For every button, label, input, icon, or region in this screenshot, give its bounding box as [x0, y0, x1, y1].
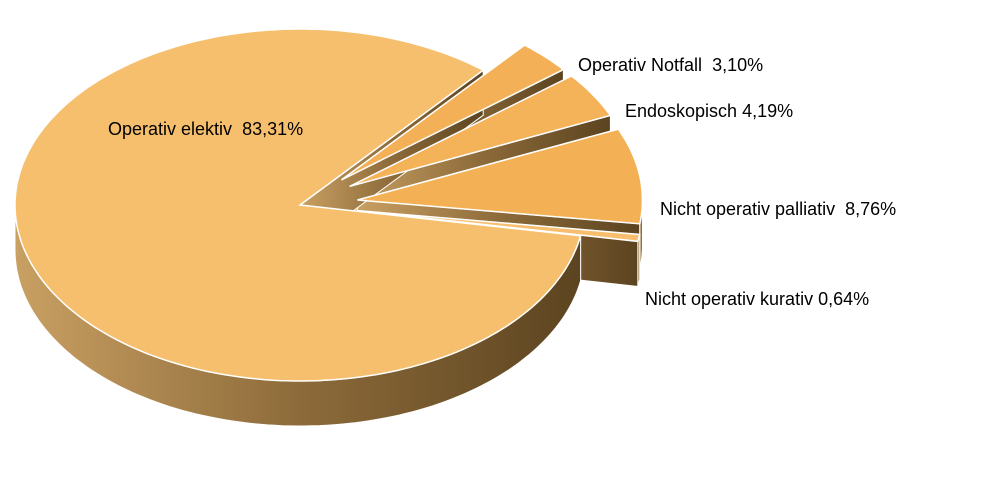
- slice-label: Operativ Notfall 3,10%: [578, 55, 763, 75]
- slice-value: 0,64%: [818, 289, 869, 309]
- slice-name: Operativ Notfall: [578, 55, 702, 75]
- slice-label: Endoskopisch 4,19%: [625, 101, 793, 121]
- pie-slice: [14, 28, 582, 382]
- slice-label: Nicht operativ kurativ 0,64%: [645, 289, 869, 309]
- slice-value: 3,10%: [712, 55, 763, 75]
- slice-value: 83,31%: [242, 119, 303, 139]
- pie-slice: [357, 128, 644, 225]
- slice-label: Nicht operativ palliativ 8,76%: [660, 199, 896, 219]
- labels: Operativ Notfall 3,10% Endoskopisch 4,19% Ni…: [108, 55, 896, 309]
- slice-side: [637, 234, 641, 287]
- slice-value: 4,19%: [742, 101, 793, 121]
- slice-name: Endoskopisch: [625, 101, 737, 121]
- slice-name: Nicht operativ kurativ: [645, 289, 813, 309]
- slice-name: Nicht operativ palliativ: [660, 199, 835, 219]
- pie-tops: [14, 28, 644, 382]
- slice-name: Operativ elektiv: [108, 119, 232, 139]
- pie-slice: [340, 44, 565, 181]
- slice-value: 8,76%: [845, 199, 896, 219]
- pie-slice: [349, 75, 612, 188]
- slice-label: Operativ elektiv 83,31%: [108, 119, 303, 139]
